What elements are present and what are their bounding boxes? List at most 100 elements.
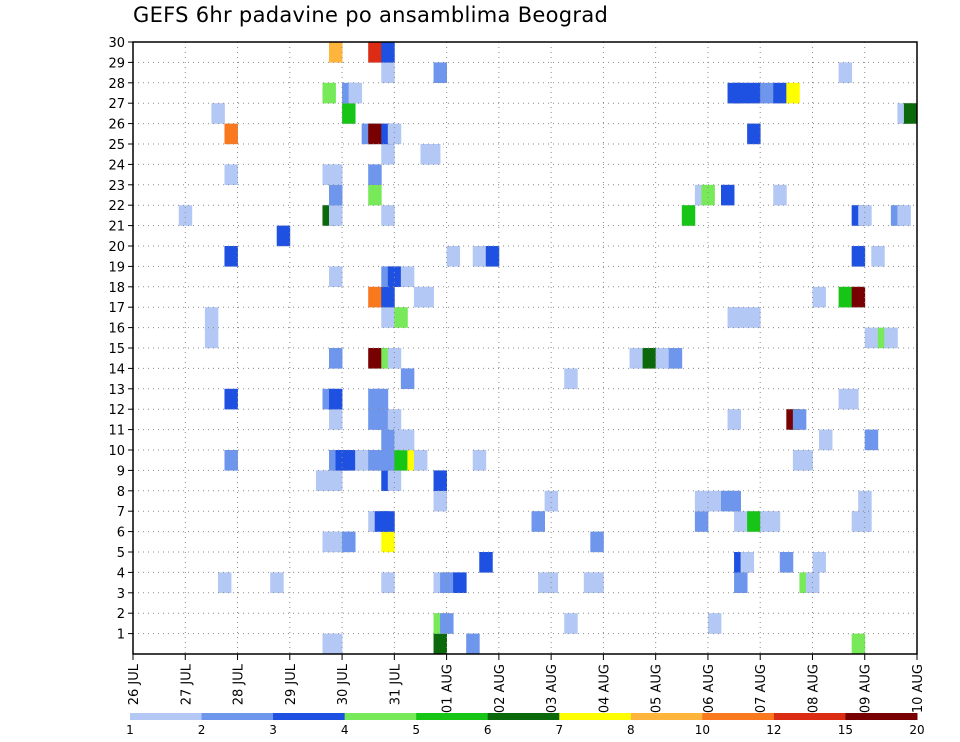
heatmap-cell [629, 348, 643, 369]
heatmap-cell [381, 205, 395, 226]
heatmap-cell [707, 490, 722, 512]
heatmap-cell [224, 388, 238, 410]
colorbar-segment [702, 713, 775, 720]
x-tick-label: 08 AUG [806, 664, 821, 713]
y-tick-label: 8 [117, 485, 125, 500]
y-tick-label: 2 [117, 607, 125, 622]
y-tick-label: 25 [108, 138, 125, 153]
heatmap-cell [224, 450, 238, 471]
heatmap-cell [387, 470, 402, 491]
heatmap-cell [387, 266, 402, 287]
y-tick-label: 4 [117, 566, 125, 581]
heatmap-cell [838, 286, 853, 308]
heatmap-cell [655, 348, 670, 369]
heatmap-cell [858, 511, 872, 532]
heatmap-cell [727, 409, 741, 430]
heatmap-cell [329, 633, 343, 655]
heatmap-cell [368, 286, 382, 308]
heatmap-cell [851, 246, 866, 267]
heatmap-cell [747, 307, 761, 328]
heatmap-cell [420, 286, 434, 308]
heatmap-cell [329, 164, 343, 185]
y-tick-label: 23 [108, 179, 125, 194]
heatmap-cell [864, 327, 879, 349]
heatmap-cell [766, 511, 781, 532]
heatmap-cell [374, 388, 389, 410]
x-tick-label: 31 JUL [388, 663, 403, 705]
heatmap-cell [734, 572, 748, 593]
colorbar-label: 7 [555, 723, 563, 737]
heatmap-cell [329, 388, 343, 410]
y-tick-label: 26 [108, 118, 125, 133]
heatmap-cell [747, 511, 761, 532]
heatmap-cell [864, 429, 879, 451]
x-tick-label: 27 JUL [179, 663, 194, 705]
heatmap-cell [590, 572, 604, 593]
x-tick-label: 03 AUG [545, 664, 560, 713]
heatmap-cell [400, 429, 415, 451]
heatmap-cell [368, 348, 382, 369]
y-tick-label: 14 [108, 362, 125, 377]
colorbar-label: 2 [198, 723, 206, 737]
colorbar-segment [559, 713, 632, 720]
x-axis: 26 JUL 27 JUL 28 JUL 29 JUL 30 JUL 31 JUL 01 A… [127, 654, 926, 713]
y-tick-label: 9 [117, 464, 125, 479]
heatmap-cell [747, 82, 761, 104]
heatmap-cell [799, 450, 813, 471]
y-tick-label: 24 [108, 158, 125, 173]
heatmap-cell [440, 613, 454, 634]
colorbar-segment [773, 713, 846, 720]
heatmap-cell [858, 490, 872, 512]
x-tick-label: 01 AUG [441, 664, 456, 713]
x-tick-label: 09 AUG [859, 664, 874, 713]
heatmap-cell [211, 103, 225, 124]
heatmap-cell [329, 470, 343, 491]
colorbar-segment [201, 713, 274, 720]
y-axis: 1234567891011121314151617181920212223242… [108, 36, 133, 643]
heatmap-cells [178, 42, 918, 655]
y-tick-label: 17 [108, 301, 125, 316]
heatmap-cell [224, 123, 238, 145]
heatmap-cell [681, 205, 696, 226]
heatmap-cell [851, 286, 866, 308]
heatmap-cell [204, 307, 219, 328]
heatmap-cell [204, 327, 219, 349]
y-tick-label: 16 [108, 322, 125, 337]
x-tick-label: 26 JUL [127, 663, 142, 705]
heatmap-cell [727, 490, 741, 512]
y-tick-label: 20 [108, 240, 125, 255]
heatmap-cell [472, 246, 487, 267]
y-tick-label: 13 [108, 383, 125, 398]
x-tick-label: 30 JUL [336, 663, 351, 705]
heatmap-cell [668, 348, 683, 369]
heatmap-cell [819, 429, 833, 451]
heatmap-cell [845, 388, 859, 410]
y-tick-label: 15 [108, 342, 125, 357]
colorbar-label: 6 [484, 723, 492, 737]
heatmap-cell [740, 552, 755, 573]
heatmap-cell [838, 62, 853, 83]
colorbar-label: 8 [627, 723, 635, 737]
colorbar-segment [130, 713, 203, 720]
y-tick-label: 5 [117, 546, 125, 561]
heatmap-cell [531, 511, 545, 532]
heatmap-cell [381, 307, 395, 328]
heatmap-cell [433, 470, 447, 491]
colorbar-label: 10 [695, 723, 710, 737]
heatmap-cell [381, 450, 395, 471]
y-tick-label: 27 [108, 97, 125, 112]
y-tick-label: 10 [108, 444, 125, 459]
heatmap-cell [381, 531, 395, 553]
heatmap-cell [381, 429, 395, 451]
heatmap-cell [773, 82, 787, 104]
heatmap-cell [342, 531, 356, 553]
heatmap-cell [374, 409, 389, 430]
heatmap-cell [381, 572, 395, 593]
heatmap-cell [368, 123, 382, 145]
x-tick-label: 28 JUL [232, 663, 247, 705]
heatmap-cell [884, 327, 898, 349]
heatmap-cell [792, 409, 807, 430]
heatmap-cell [413, 450, 428, 471]
